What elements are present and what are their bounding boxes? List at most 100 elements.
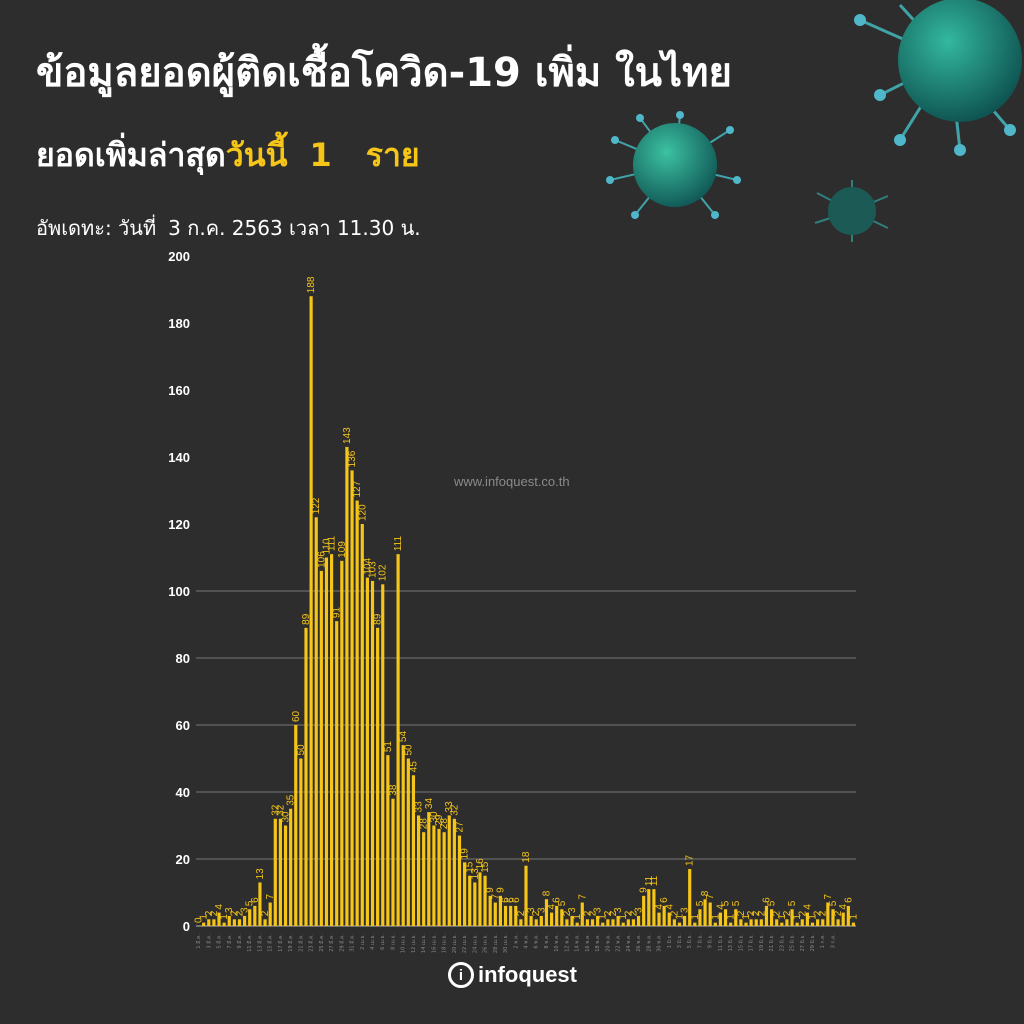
bar bbox=[406, 758, 410, 926]
bar bbox=[693, 922, 697, 926]
x-tick-label: 11 มิ.ย. bbox=[717, 934, 724, 952]
data-label: 8 bbox=[541, 890, 552, 896]
x-tick-label: 17 มิ.ย. bbox=[748, 934, 755, 952]
x-tick-label: 2 เม.ย. bbox=[360, 934, 366, 950]
data-label: 28 bbox=[419, 818, 430, 830]
bar bbox=[498, 895, 502, 926]
data-label: 7 bbox=[705, 894, 716, 900]
bar bbox=[729, 922, 733, 926]
data-label: 32 bbox=[275, 804, 286, 816]
data-label: 17 bbox=[685, 854, 696, 866]
data-label: 15 bbox=[480, 861, 491, 873]
data-label: 2 bbox=[260, 910, 271, 916]
x-tick-label: 29 มี.ค. bbox=[338, 934, 345, 952]
x-tick-label: 9 มิ.ย. bbox=[707, 934, 714, 949]
data-label: 3 bbox=[593, 907, 604, 913]
x-tick-label: 2 พ.ค. bbox=[513, 934, 519, 949]
bar bbox=[621, 922, 625, 926]
bar bbox=[647, 889, 651, 926]
data-label: 3 bbox=[634, 907, 645, 913]
data-label: 50 bbox=[296, 744, 307, 756]
bar bbox=[805, 912, 809, 926]
bar bbox=[749, 919, 753, 926]
bar bbox=[734, 909, 738, 926]
infoquest-logo: i infoquest bbox=[448, 962, 577, 988]
bar bbox=[314, 517, 318, 926]
bar bbox=[821, 919, 825, 926]
data-label: 2 bbox=[582, 910, 593, 916]
bar bbox=[560, 909, 564, 926]
y-tick-label: 60 bbox=[176, 718, 190, 733]
data-label: 11 bbox=[644, 875, 655, 886]
x-tick-label: 1 มิ.ย. bbox=[666, 934, 673, 949]
virus-icon bbox=[854, 0, 1022, 156]
bar bbox=[227, 915, 231, 926]
bar bbox=[544, 899, 549, 926]
bar bbox=[596, 915, 600, 926]
data-label: 2 bbox=[603, 910, 614, 916]
data-label: 3 bbox=[567, 907, 578, 913]
x-tick-label: 1 มี.ค. bbox=[195, 934, 202, 949]
data-label: 7 bbox=[490, 894, 501, 900]
data-label: 54 bbox=[398, 731, 409, 743]
data-label: 30 bbox=[281, 811, 292, 823]
x-tick-label: 1 ก.ค. bbox=[820, 934, 826, 949]
virus-icon bbox=[606, 111, 741, 219]
bar bbox=[365, 577, 369, 926]
data-label: 32 bbox=[270, 804, 281, 816]
bar bbox=[631, 919, 636, 926]
y-tick-label: 200 bbox=[168, 249, 190, 264]
bar bbox=[468, 875, 472, 926]
data-label: 120 bbox=[357, 504, 368, 521]
data-label: 4 bbox=[802, 904, 813, 910]
data-label: 5 bbox=[828, 900, 839, 906]
bar bbox=[330, 554, 334, 926]
update-label: อัพเดทะ: วันที่ bbox=[36, 216, 157, 240]
bar bbox=[304, 627, 308, 926]
data-label: 45 bbox=[408, 761, 419, 773]
bar bbox=[309, 296, 313, 926]
data-label: 19 bbox=[460, 848, 471, 860]
bar bbox=[278, 818, 282, 926]
data-label: 30 bbox=[429, 811, 440, 823]
x-tick-label: 7 มิ.ย. bbox=[696, 934, 703, 949]
bar bbox=[708, 902, 712, 926]
x-tick-label: 15 มิ.ย. bbox=[737, 934, 744, 952]
bar bbox=[422, 832, 426, 926]
bar bbox=[488, 895, 492, 926]
data-label: 2 bbox=[818, 910, 829, 916]
data-label: 60 bbox=[291, 710, 302, 722]
x-tick-label: 12 พ.ค. bbox=[564, 934, 570, 952]
x-tick-label: 14 พ.ค. bbox=[575, 934, 581, 952]
x-tick-label: 23 มี.ค. bbox=[308, 934, 315, 952]
bar bbox=[739, 919, 743, 926]
data-label: 5 bbox=[695, 900, 706, 906]
bar bbox=[585, 919, 589, 926]
bar bbox=[626, 919, 630, 926]
bar bbox=[294, 725, 298, 926]
data-label: 3 bbox=[526, 907, 537, 913]
y-tick-label: 0 bbox=[183, 919, 190, 934]
bar bbox=[816, 919, 820, 926]
bar bbox=[790, 909, 794, 926]
data-label: 111 bbox=[327, 536, 338, 552]
x-tick-label: 20 พ.ค. bbox=[605, 934, 611, 952]
data-label: 6 bbox=[506, 897, 517, 903]
data-label: 4 bbox=[547, 904, 558, 910]
bar bbox=[570, 915, 574, 926]
bar bbox=[851, 922, 856, 926]
page-title: ข้อมูลยอดผู้ติดเชื้อโควิด-19 เพิ่ม ในไทย bbox=[36, 50, 732, 96]
x-tick-label: 10 พ.ค. bbox=[554, 934, 560, 952]
x-tick-label: 30 พ.ค. bbox=[657, 934, 663, 952]
x-tick-label: 21 มี.ค. bbox=[297, 934, 304, 952]
data-label: 110 bbox=[321, 538, 332, 554]
data-label: 7 bbox=[265, 894, 276, 900]
bar bbox=[273, 818, 277, 926]
data-label: 9 bbox=[485, 887, 496, 893]
bar bbox=[335, 621, 339, 926]
data-label: 2 bbox=[797, 910, 808, 916]
bar bbox=[775, 919, 779, 926]
bar bbox=[345, 446, 349, 926]
data-label: 2 bbox=[608, 910, 619, 916]
